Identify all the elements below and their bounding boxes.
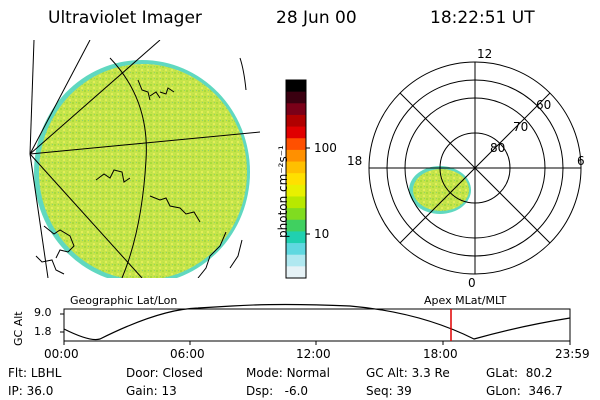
colorbar-segment [286,103,306,116]
mlat-label-60: 60 [536,98,552,112]
colorbar-segment [286,114,306,128]
colorbar-segment [286,219,306,233]
colorbar-tick-100: 100 [314,141,337,155]
colorbar-tick-10: 10 [314,227,330,241]
colorbar-segment [286,266,306,279]
altitude-ytick-9: 9.0 [34,306,52,319]
auroral-oval-emission [413,169,469,211]
gc-alt-label: GC Alt: [366,366,408,380]
ip-label: IP: [8,384,23,398]
geographic-image [29,40,260,278]
altitude-xtick-2359: 23:59 [555,347,590,361]
mode-field: Mode: Normal [246,366,330,380]
gain-field: Gain: 13 [126,384,177,398]
geographic-panel-label: Geographic Lat/Lon [70,294,178,307]
colorbar-segment [286,173,306,186]
mlt-label-6: 6 [577,154,585,168]
door-field: Door: Closed [126,366,203,380]
filter-field: Flt: LBHL [8,366,61,380]
gc-alt-field: GC Alt: 3.3 Re [366,366,450,380]
seq-label: Seq: [366,384,393,398]
ip-field: IP: 36.0 [8,384,53,398]
colorbar-segment [286,231,306,244]
gain-value: 13 [161,384,177,398]
colorbar-segment [286,149,306,163]
glat-value: 80.2 [525,366,553,380]
instrument-title: Ultraviolet Imager [48,8,202,28]
glat-field: GLat: 80.2 [486,366,552,380]
time-label: 18:22:51 UT [430,8,535,28]
altitude-ytick-1-8: 1.8 [34,325,52,338]
earth-disc-emission [39,64,247,278]
colorbar-segment [286,208,306,221]
colorbar-segment [286,196,306,209]
colorbar-segment [286,243,306,256]
ip-value: 36.0 [26,384,54,398]
filter-value: LBHL [30,366,62,380]
gc-alt-value: 3.3 Re [411,366,450,380]
polar-panel-label: Apex MLat/MLT [424,294,507,307]
altitude-ylabel: GC Alt [12,311,25,346]
altitude-strip-plot [60,303,571,345]
altitude-xtick-0000: 00:00 [44,347,79,361]
mlt-label-12: 12 [477,47,493,61]
colorbar-segment [286,91,306,104]
glon-value: 346.7 [528,384,563,398]
dsp-label: Dsp: [246,384,274,398]
mode-label: Mode: [246,366,283,380]
glon-field: GLon: 346.7 [486,384,563,398]
mlt-label-18: 18 [347,154,363,168]
colorbar-segment [286,184,306,198]
mlat-label-80: 80 [490,141,506,155]
altitude-xtick-0600: 06:00 [170,347,205,361]
mlt-label-0: 0 [468,276,476,290]
glon-label: GLon: [486,384,521,398]
gain-label: Gain: [126,384,158,398]
colorbar-segment [286,254,306,267]
mode-value: Normal [286,366,330,380]
door-label: Door: [126,366,159,380]
altitude-xtick-1200: 12:00 [296,347,331,361]
glat-label: GLat: [486,366,519,380]
mlat-label-70: 70 [513,120,529,134]
date-label: 28 Jun 00 [276,8,357,28]
altitude-xtick-1800: 18:00 [423,347,458,361]
seq-field: Seq: 39 [366,384,412,398]
color-scale-bar [286,80,306,279]
dsp-value: -6.0 [284,384,309,398]
dsp-field: Dsp: -6.0 [246,384,308,398]
filter-label: Flt: [8,366,27,380]
colorbar-segment [286,126,306,139]
colorbar-segment [286,161,306,174]
colorbar-segment [286,138,306,151]
colorbar-units: photon cm⁻²s⁻¹ [276,145,290,238]
door-value: Closed [162,366,203,380]
colorbar-segment [286,80,306,93]
seq-value: 39 [396,384,412,398]
polar-plot [368,61,582,275]
